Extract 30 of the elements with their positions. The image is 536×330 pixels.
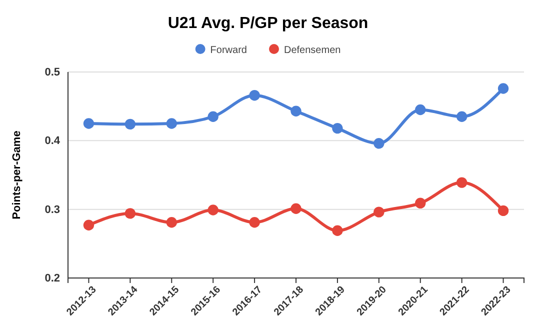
y-axis-title: Points-per-Game (11, 130, 23, 220)
point (415, 104, 426, 116)
point (249, 217, 260, 228)
point (208, 111, 218, 122)
point (83, 118, 94, 129)
legend-label: Forward (210, 45, 247, 56)
point (124, 118, 136, 130)
point (456, 111, 468, 122)
legend-label: Defensemen (284, 45, 341, 56)
point (498, 205, 509, 216)
y-tick-label: 0.2 (44, 272, 60, 285)
y-tick-label: 0.4 (44, 135, 61, 148)
point (166, 118, 177, 129)
point (124, 208, 136, 219)
chart-title: U21 Avg. P/GP per Season (168, 15, 368, 32)
point (290, 203, 302, 214)
point (374, 138, 384, 149)
point (208, 204, 218, 216)
point (332, 122, 343, 134)
point (166, 217, 177, 228)
point (332, 225, 343, 236)
point (249, 90, 260, 101)
point (290, 106, 302, 116)
point (374, 206, 384, 218)
point (415, 198, 426, 208)
y-tick-label: 0.5 (44, 66, 60, 79)
y-tick-label: 0.3 (44, 204, 60, 216)
point (498, 83, 509, 94)
point (83, 220, 94, 230)
point (456, 177, 468, 188)
